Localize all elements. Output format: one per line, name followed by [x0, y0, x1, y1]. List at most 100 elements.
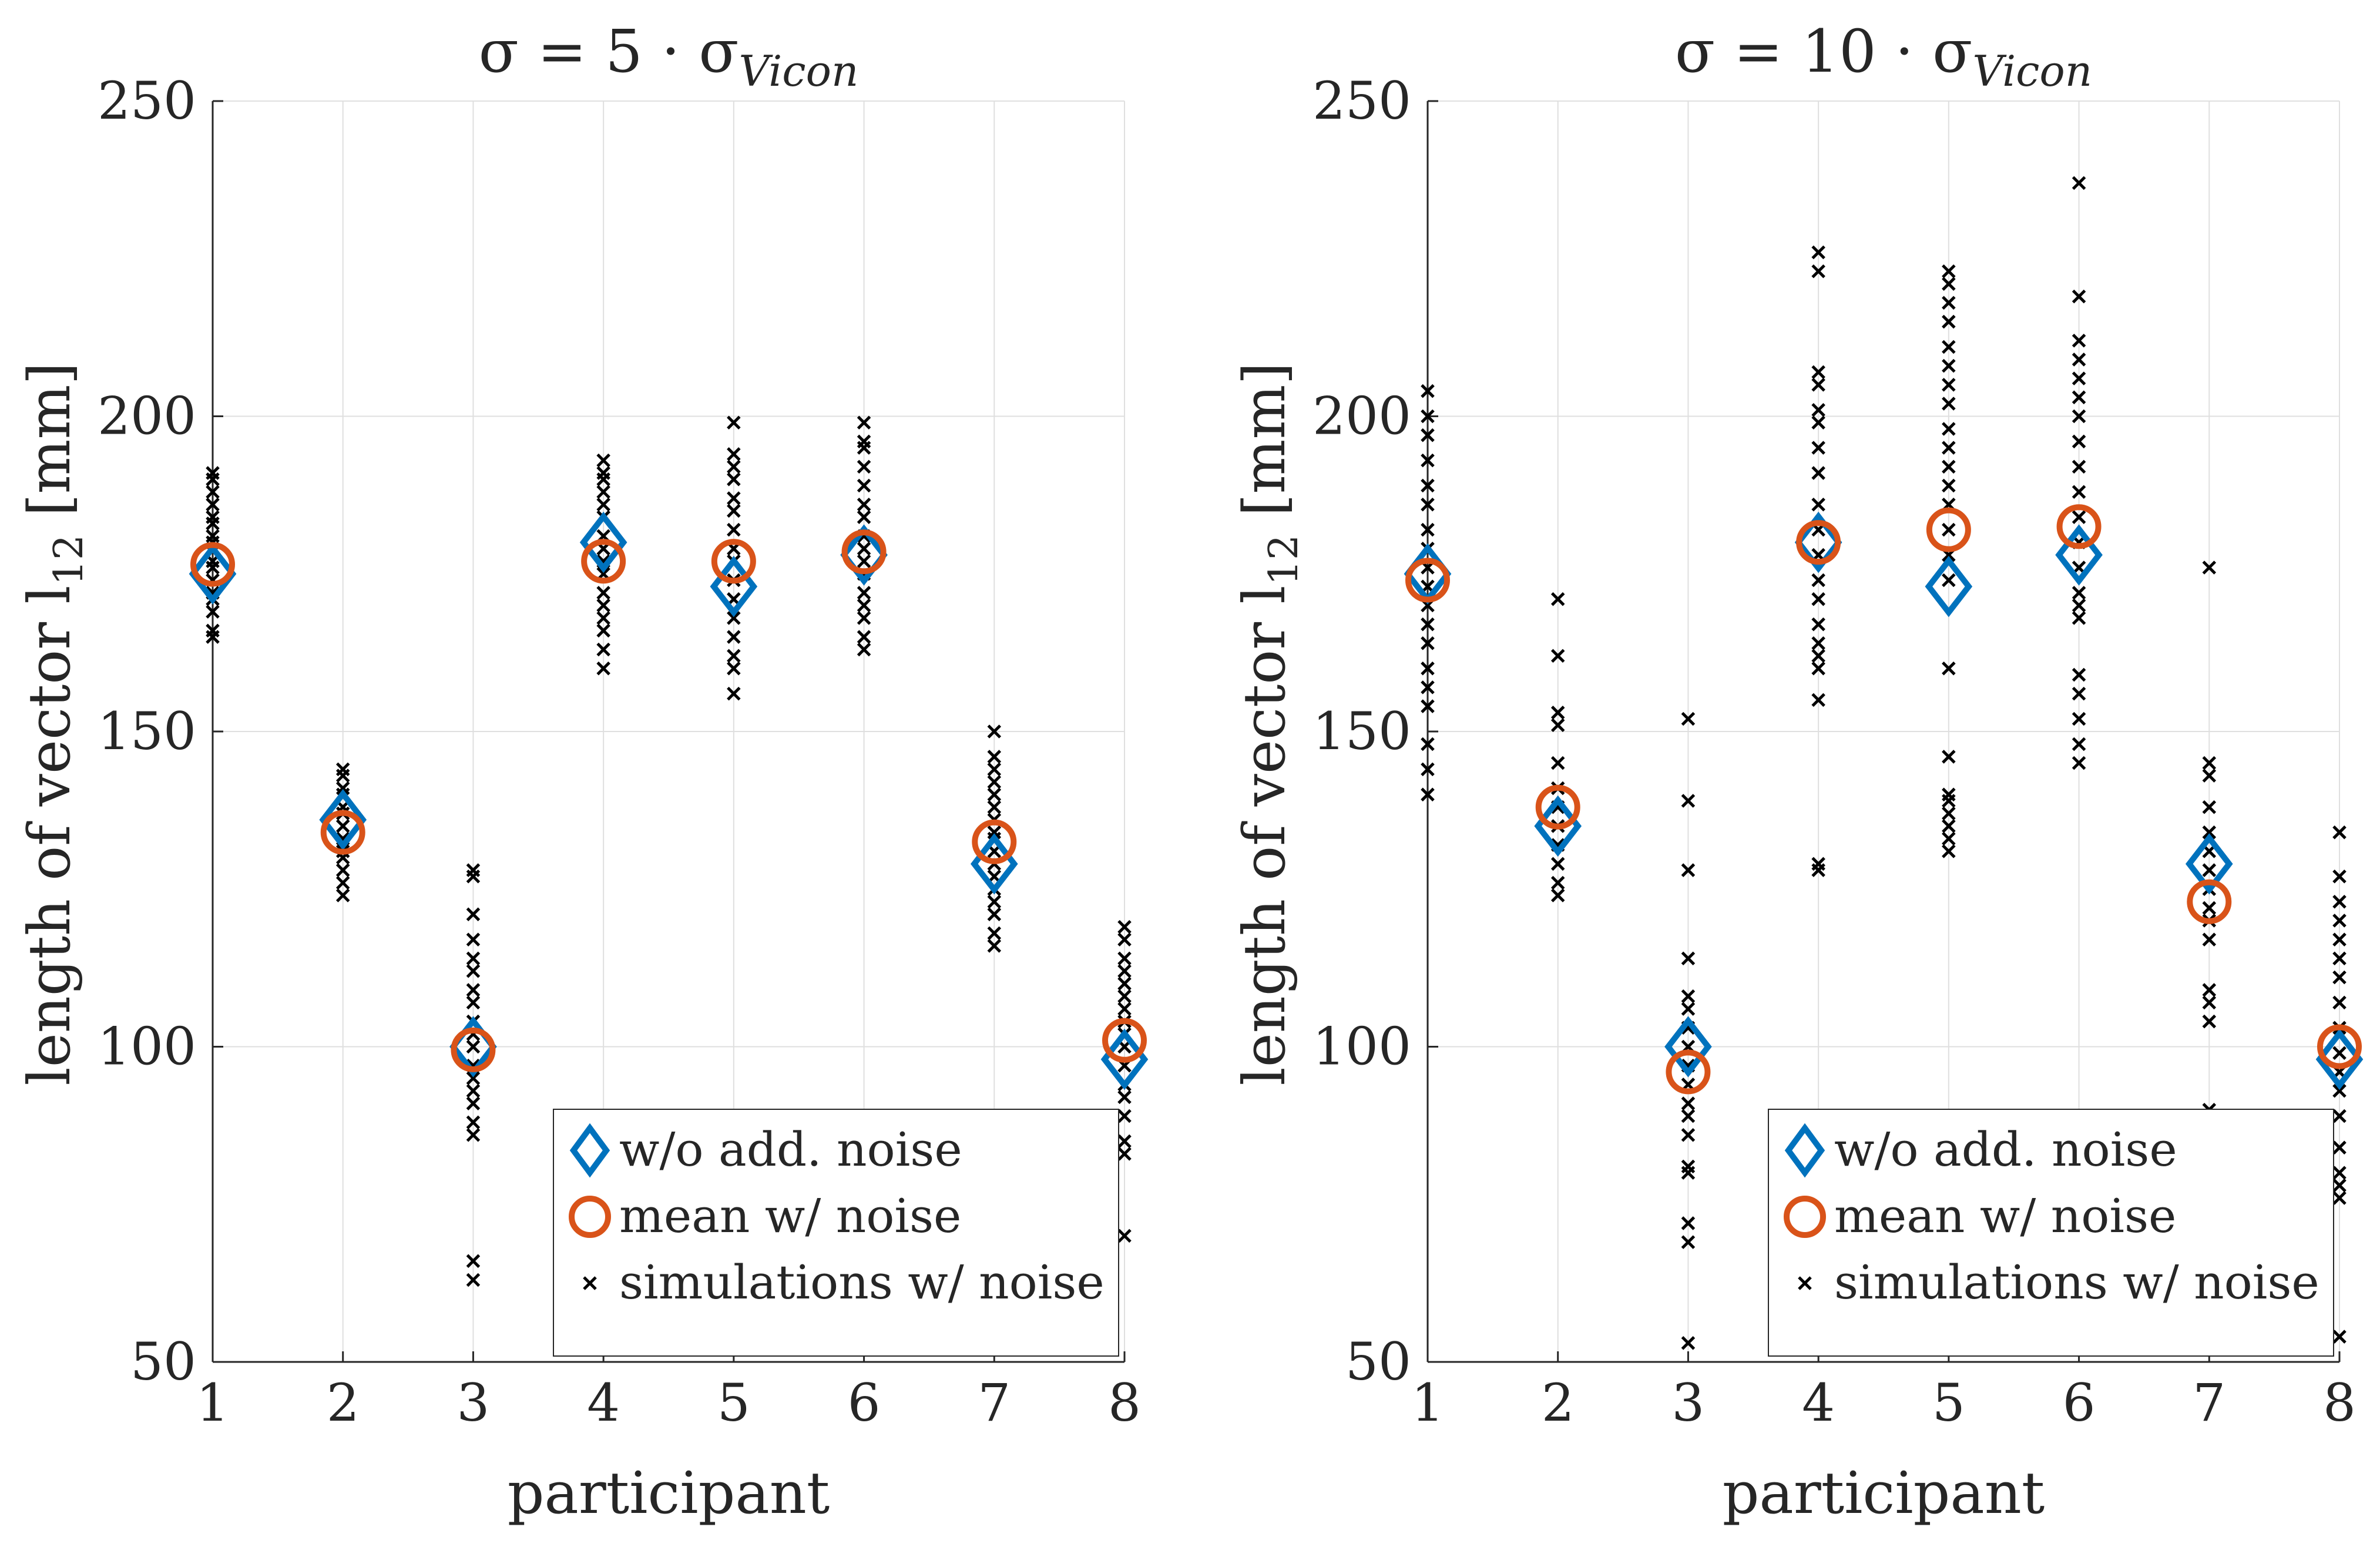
simulation-point: [1117, 1090, 1132, 1105]
simulation-point: [2072, 737, 2086, 751]
simulation-point: [466, 1254, 481, 1269]
simulation-point: [466, 907, 481, 921]
simulation-point: [2332, 1191, 2347, 1205]
x-tick-label: 4: [587, 1372, 620, 1433]
diamond-point: [2315, 1028, 2364, 1090]
simulation-point: [1942, 459, 1956, 474]
simulation-point: [1942, 831, 1956, 846]
simulation-point: [1942, 422, 1956, 436]
simulation-point: [2072, 289, 2086, 304]
simulation-point: [2332, 951, 2347, 966]
mean-point: [841, 529, 887, 575]
legend-cross-icon: [583, 1276, 597, 1290]
simulation-point: [1811, 592, 1825, 606]
simulation-point: [1942, 573, 1956, 588]
simulation-point: [466, 964, 481, 978]
simulation-point: [2072, 459, 2086, 474]
simulation-point: [2072, 485, 2086, 499]
mean-point: [1405, 558, 1450, 603]
panel-title: σ = 5 · σVicon: [479, 17, 859, 96]
simulation-point: [2332, 825, 2347, 840]
y-tick-label: 250: [1312, 71, 1411, 131]
diamond-point: [1925, 556, 1973, 618]
legend: w/o add. noise mean w/ noise simulations w…: [1768, 1109, 2334, 1357]
simulation-point: [1942, 296, 1956, 310]
panel-title: σ = 10 · σVicon: [1675, 17, 2092, 96]
simulation-point: [1421, 787, 1435, 802]
simulation-point: [2072, 409, 2086, 424]
simulation-point: [2332, 1178, 2347, 1193]
simulation-point: [2332, 1166, 2347, 1180]
simulation-point: [987, 775, 1002, 789]
simulation-point: [466, 951, 481, 966]
simulation-point: [596, 661, 610, 676]
simulation-point: [857, 459, 871, 474]
simulation-point: [2332, 894, 2347, 909]
simulation-point: [1421, 661, 1435, 676]
simulation-point: [335, 875, 350, 890]
x-tick-label: 4: [1802, 1372, 1835, 1433]
simulation-point: [2332, 1109, 2347, 1123]
simulation-point: [1421, 522, 1435, 537]
y-tick-label: 200: [1312, 386, 1411, 447]
simulation-point: [2202, 561, 2217, 575]
simulation-point: [1811, 857, 1825, 871]
simulation-point: [466, 1096, 481, 1110]
simulation-point: [1421, 409, 1435, 424]
simulation-point: [466, 1071, 481, 1085]
simulation-point: [987, 926, 1002, 941]
simulation-point: [596, 623, 610, 638]
simulation-point: [466, 863, 481, 877]
mean-point: [190, 542, 235, 587]
simulation-point: [1117, 1134, 1132, 1149]
simulation-point: [1942, 397, 1956, 411]
x-tick-label: 8: [2323, 1372, 2356, 1433]
simulation-point: [206, 466, 220, 480]
simulation-point: [1681, 712, 1696, 726]
simulation-point: [2072, 598, 2086, 613]
y-tick-label: 50: [1345, 1331, 1411, 1392]
simulation-point: [1811, 693, 1825, 707]
simulation-point: [1421, 762, 1435, 777]
simulation-point: [335, 819, 350, 833]
simulation-point: [2202, 983, 2217, 997]
y-axis-label: length of vector l12 [mm]: [1231, 362, 1307, 1085]
simulation-point: [1811, 617, 1825, 632]
simulation-point: [335, 781, 350, 796]
simulation-point: [1421, 384, 1435, 398]
simulation-point: [857, 478, 871, 493]
simulation-point: [1942, 787, 1956, 802]
simulation-point: [727, 447, 741, 461]
simulation-point: [466, 995, 481, 1010]
simulation-point: [1942, 661, 1956, 676]
simulation-point: [1421, 699, 1435, 713]
simulation-point: [727, 504, 741, 518]
legend-circle-icon: [1784, 1196, 1826, 1238]
diamond-point: [189, 543, 237, 605]
simulation-point: [466, 1115, 481, 1130]
simulation-point: [2072, 586, 2086, 600]
simulation-point: [2072, 667, 2086, 682]
simulation-point: [1117, 976, 1132, 991]
simulation-point: [466, 932, 481, 947]
x-tick-label: 8: [1108, 1372, 1141, 1433]
simulation-point: [1681, 1127, 1696, 1142]
simulation-point: [1421, 497, 1435, 512]
simulation-point: [1942, 358, 1956, 373]
simulation-point: [727, 611, 741, 625]
simulation-point: [1681, 1235, 1696, 1249]
simulation-point: [2072, 686, 2086, 701]
simulation-point: [987, 787, 1002, 802]
simulation-point: [1117, 1109, 1132, 1123]
legend-diamond-icon: [569, 1123, 610, 1178]
simulation-point: [1117, 1229, 1132, 1243]
simulation-point: [1550, 718, 1565, 733]
simulation-point: [2202, 1014, 2217, 1029]
simulation-point: [1942, 441, 1956, 455]
simulation-point: [1942, 340, 1956, 354]
simulation-point: [1421, 737, 1435, 751]
diamond-point: [319, 789, 367, 851]
x-tick-label: 2: [327, 1372, 360, 1433]
simulation-point: [857, 497, 871, 512]
simulation-point: [466, 1039, 481, 1054]
